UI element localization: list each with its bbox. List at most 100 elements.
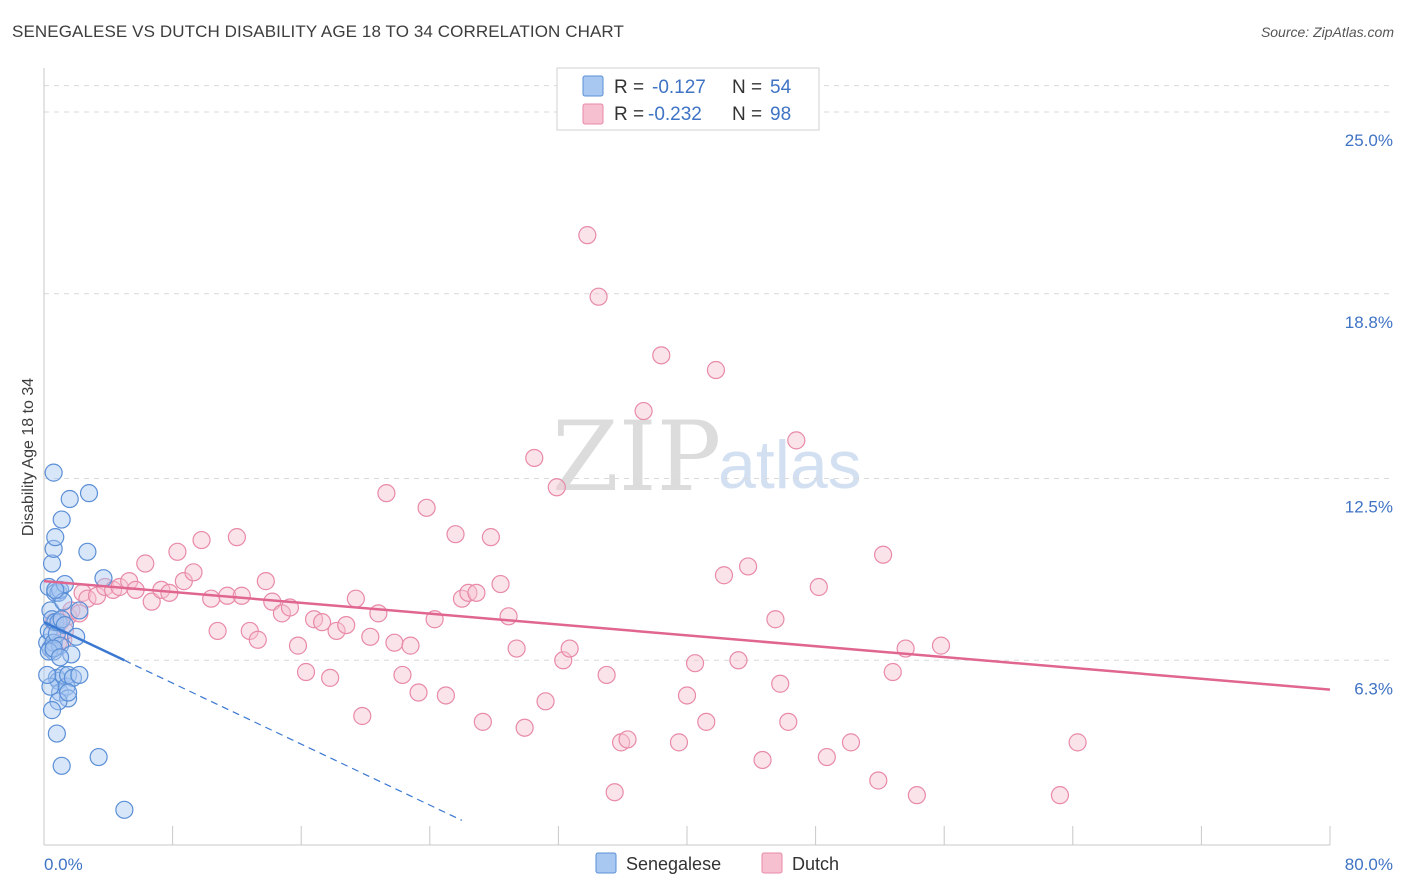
- trend-lines: [43, 579, 1331, 821]
- senegalese-point-50: [38, 665, 57, 685]
- dutch-point-40: [327, 621, 346, 641]
- dutch-point-86: [766, 610, 785, 629]
- dutch-point-27: [227, 528, 246, 547]
- dutch-point-17: [142, 592, 161, 611]
- senegalese-point-10: [44, 463, 63, 482]
- dutch-point-83: [729, 651, 748, 670]
- dutch-point-46: [377, 484, 396, 503]
- dutch-point-53: [436, 686, 455, 705]
- source-credit: Source: ZipAtlas.com: [1260, 24, 1394, 40]
- dutch-trend-line: [43, 579, 1331, 691]
- dutch-point-39: [321, 668, 340, 687]
- dutch-point-70: [589, 287, 608, 306]
- dutch-point-69: [578, 226, 597, 245]
- senegalese-point-38: [78, 542, 97, 561]
- dutch-point-80: [697, 712, 716, 731]
- dutch-point-88: [779, 712, 798, 731]
- senegalese-point-47: [59, 683, 78, 702]
- dutch-point-71: [597, 665, 616, 685]
- dutch-point-48: [393, 665, 412, 685]
- dutch-point-90: [809, 577, 828, 597]
- dutch-point-65: [536, 692, 555, 711]
- watermark-zip: ZIP: [552, 401, 721, 513]
- senegalese-point-42: [41, 677, 60, 696]
- senegalese-point-6: [42, 554, 62, 573]
- senegalese-point-40: [94, 569, 113, 588]
- legend-r-value-dutch: -0.232: [648, 104, 702, 125]
- dutch-point-76: [652, 346, 671, 365]
- legend-swatch-senegalese: [582, 75, 604, 97]
- dutch-point-23: [192, 530, 211, 550]
- dutch-point-16: [136, 554, 155, 573]
- dutch-point-54: [446, 525, 465, 544]
- dutch-point-58: [473, 712, 492, 731]
- dutch-point-63: [515, 718, 534, 737]
- dutch-point-85: [753, 750, 772, 770]
- dutch-point-77: [669, 733, 689, 752]
- dutch-point-43: [353, 706, 372, 726]
- y-tick-labels: 6.3% 12.5% 18.8% 25.0%: [1345, 131, 1393, 698]
- dutch-point-57: [467, 583, 486, 602]
- chart-title: SENEGALESE VS DUTCH DISABILITY AGE 18 TO…: [12, 22, 624, 41]
- dutch-point-51: [417, 498, 436, 517]
- dutch-point-67: [554, 651, 573, 670]
- senegalese-point-23: [52, 510, 71, 529]
- dutch-point-89: [787, 431, 806, 450]
- dutch-point-38: [312, 613, 332, 632]
- senegalese-point-36: [70, 665, 89, 685]
- legend-r-label-dutch: R =: [614, 104, 644, 125]
- dutch-point-82: [714, 566, 734, 585]
- dutch-point-79: [685, 654, 705, 673]
- dutch-point-95: [883, 662, 902, 682]
- senegalese-point-32: [60, 489, 79, 509]
- dutch-point-66: [547, 478, 566, 497]
- senegalese-point-52: [50, 648, 70, 667]
- bottom-legend-swatch-dutch: [761, 852, 783, 874]
- dutch-point-60: [491, 574, 510, 594]
- legend-swatch-dutch: [582, 103, 604, 125]
- senegalese-point-12: [46, 528, 65, 547]
- watermark-atlas: atlas: [718, 427, 862, 503]
- bottom-legend-label-senegalese: Senegalese: [626, 854, 721, 874]
- y-tick-label-0: 6.3%: [1354, 679, 1393, 698]
- x-axis-ticks: [43, 826, 1331, 845]
- legend-n-value-senegalese: 54: [770, 77, 792, 98]
- dutch-point-74: [618, 730, 637, 749]
- legend-r-value-senegalese: -0.127: [652, 77, 706, 98]
- dutch-point-92: [841, 733, 861, 752]
- legend-r-label-senegalese: R =: [614, 77, 644, 98]
- dutch-point-87: [771, 674, 790, 693]
- senegalese-point-33: [62, 645, 81, 664]
- y-tick-label-1: 12.5%: [1345, 497, 1393, 516]
- dutch-point-61: [499, 607, 518, 626]
- legend-n-value-dutch: 98: [770, 104, 791, 125]
- dutch-point-44: [361, 627, 380, 646]
- dutch-point-25: [208, 621, 227, 641]
- dutch-point-49: [401, 636, 420, 655]
- dutch-point-30: [248, 630, 267, 649]
- y-tick-label-3: 25.0%: [1345, 131, 1393, 150]
- dutch-point-81: [706, 360, 726, 380]
- bottom-legend-swatch-senegalese: [595, 852, 617, 874]
- senegalese-trend-extension: [124, 659, 463, 821]
- senegalese-point-51: [42, 701, 62, 720]
- senegalese-trend-line: [43, 621, 125, 662]
- senegalese-point-44: [47, 724, 66, 743]
- series-dutch-points: [44, 226, 1087, 805]
- dutch-point-20: [168, 542, 187, 561]
- dutch-point-41: [337, 615, 356, 635]
- senegalese-point-48: [89, 747, 108, 767]
- dutch-point-75: [634, 401, 653, 421]
- dutch-point-84: [738, 557, 758, 576]
- dutch-point-50: [409, 683, 428, 702]
- senegalese-point-53: [46, 580, 65, 600]
- dutch-point-98: [931, 636, 951, 655]
- y-axis-label: Disability Age 18 to 34: [20, 378, 37, 536]
- senegalese-point-39: [79, 484, 99, 503]
- senegalese-point-49: [115, 800, 134, 819]
- senegalese-point-46: [52, 756, 71, 775]
- legend-n-label-senegalese: N =: [732, 77, 762, 98]
- dutch-point-45: [369, 604, 388, 623]
- y-tick-label-2: 18.8%: [1345, 313, 1393, 332]
